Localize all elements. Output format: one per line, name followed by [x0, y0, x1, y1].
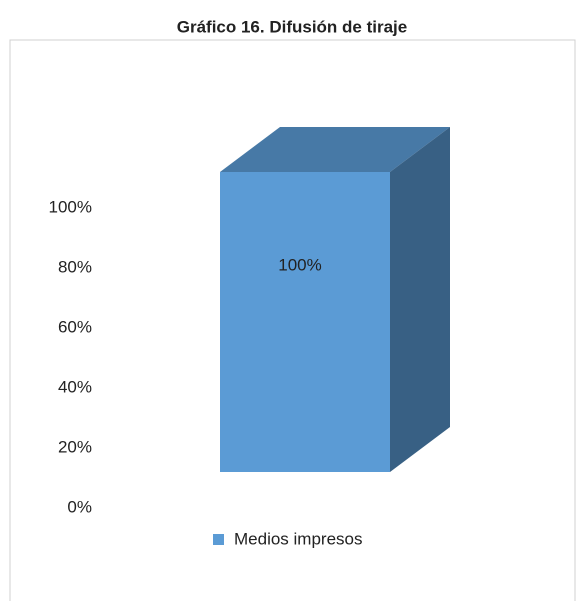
y-tick-label: 40%: [58, 377, 92, 396]
data-label: 100%: [278, 255, 321, 274]
y-tick-label: 60%: [58, 317, 92, 336]
chart-title: Gráfico 16. Difusión de tiraje: [177, 17, 408, 36]
legend-swatch: [213, 534, 224, 545]
chart-frame: [9, 39, 576, 601]
bar-top: [220, 127, 450, 172]
y-tick-label: 100%: [49, 197, 92, 216]
bar: [220, 172, 390, 472]
bar-side: [390, 127, 450, 472]
y-tick-label: 80%: [58, 257, 92, 276]
y-tick-label: 20%: [58, 437, 92, 456]
y-tick-label: 0%: [67, 497, 92, 516]
legend-label: Medios impresos: [234, 529, 363, 548]
